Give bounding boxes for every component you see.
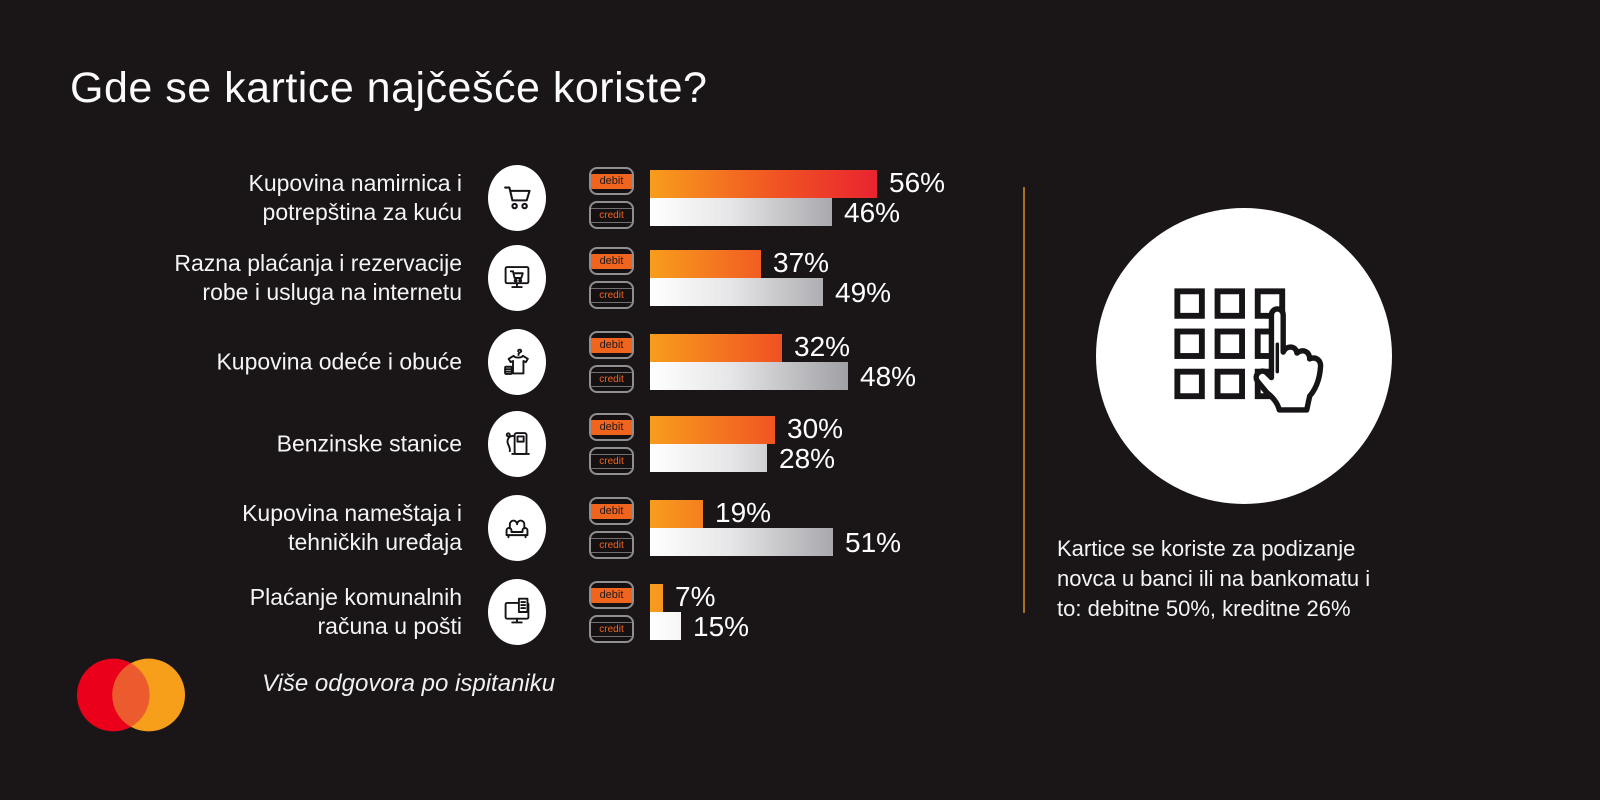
online-shopping-icon [488,245,546,311]
side-note: Kartice se koriste za podizanje novca u … [1057,536,1371,621]
page-title: Gde se kartice najčešće koriste? [70,64,708,112]
credit-card-chip: credit [589,365,634,393]
credit-value: 49% [835,277,892,308]
debit-card-chip: debit [589,331,634,359]
credit-value: 46% [844,197,901,228]
credit-bar [650,362,848,390]
credit-chip-label: credit [591,287,632,303]
mastercard-logo-icon [76,658,186,732]
credit-chip-label: credit [591,207,632,223]
credit-chip-label: credit [591,621,632,637]
credit-bar [650,444,767,472]
debit-chip-label: debit [591,173,632,189]
credit-bar [650,612,681,640]
debit-bar [650,250,761,278]
credit-card-chip: credit [589,615,634,643]
debit-card-chip: debit [589,247,634,275]
credit-card-chip: credit [589,281,634,309]
debit-card-chip: debit [589,167,634,195]
bill-payment-icon [488,579,546,645]
footnote: Više odgovora po ispitaniku [262,670,556,697]
credit-bar [650,528,833,556]
debit-chip-label: debit [591,337,632,353]
category-row: Benzinske stanice debit credit 30% 28% [0,404,1000,484]
credit-value: 28% [779,443,836,474]
fuel-pump-icon [488,411,546,477]
category-label: Razna plaćanja i rezervacije robe i uslu… [174,250,462,305]
debit-card-chip: debit [589,497,634,525]
vertical-divider [1023,187,1025,613]
atm-keypad-hand-icon [1096,208,1392,504]
debit-bar [650,416,775,444]
furniture-icon [488,495,546,561]
credit-card-chip: credit [589,447,634,475]
debit-value: 32% [794,331,851,362]
debit-bar [650,500,703,528]
category-label: Plaćanje komunalnih računa u pošti [249,584,462,639]
shopping-cart-icon [488,165,546,231]
debit-card-chip: debit [589,581,634,609]
category-row: Kupovina odeće i obuće debit credit 32% … [0,322,1000,402]
debit-value: 37% [773,247,830,278]
category-row: Razna plaćanja i rezervacije robe i uslu… [0,238,1000,318]
credit-chip-label: credit [591,371,632,387]
credit-bar [650,198,832,226]
credit-value: 15% [693,611,750,642]
credit-chip-label: credit [591,453,632,469]
credit-chip-label: credit [591,537,632,553]
debit-chip-label: debit [591,419,632,435]
credit-card-chip: credit [589,201,634,229]
category-row: Kupovina nameštaja i tehničkih uređaja d… [0,488,1000,568]
category-row: Plaćanje komunalnih računa u pošti debit… [0,572,1000,652]
credit-value: 51% [845,527,902,558]
debit-chip-label: debit [591,503,632,519]
category-label: Kupovina odeće i obuće [216,348,462,375]
debit-card-chip: debit [589,413,634,441]
category-label: Kupovina namirnica i potrepština za kuću [248,170,462,225]
debit-chip-label: debit [591,253,632,269]
clothing-icon [488,329,546,395]
debit-bar [650,334,782,362]
debit-bar [650,170,877,198]
debit-value: 30% [787,413,844,444]
credit-value: 48% [860,361,917,392]
debit-value: 19% [715,497,772,528]
debit-chip-label: debit [591,587,632,603]
category-label: Kupovina nameštaja i tehničkih uređaja [242,500,462,555]
category-row: Kupovina namirnica i potrepština za kuću… [0,158,1000,238]
debit-value: 7% [675,581,716,612]
credit-bar [650,278,823,306]
debit-bar [650,584,663,612]
debit-value: 56% [889,167,946,198]
category-label: Benzinske stanice [276,430,462,457]
credit-card-chip: credit [589,531,634,559]
